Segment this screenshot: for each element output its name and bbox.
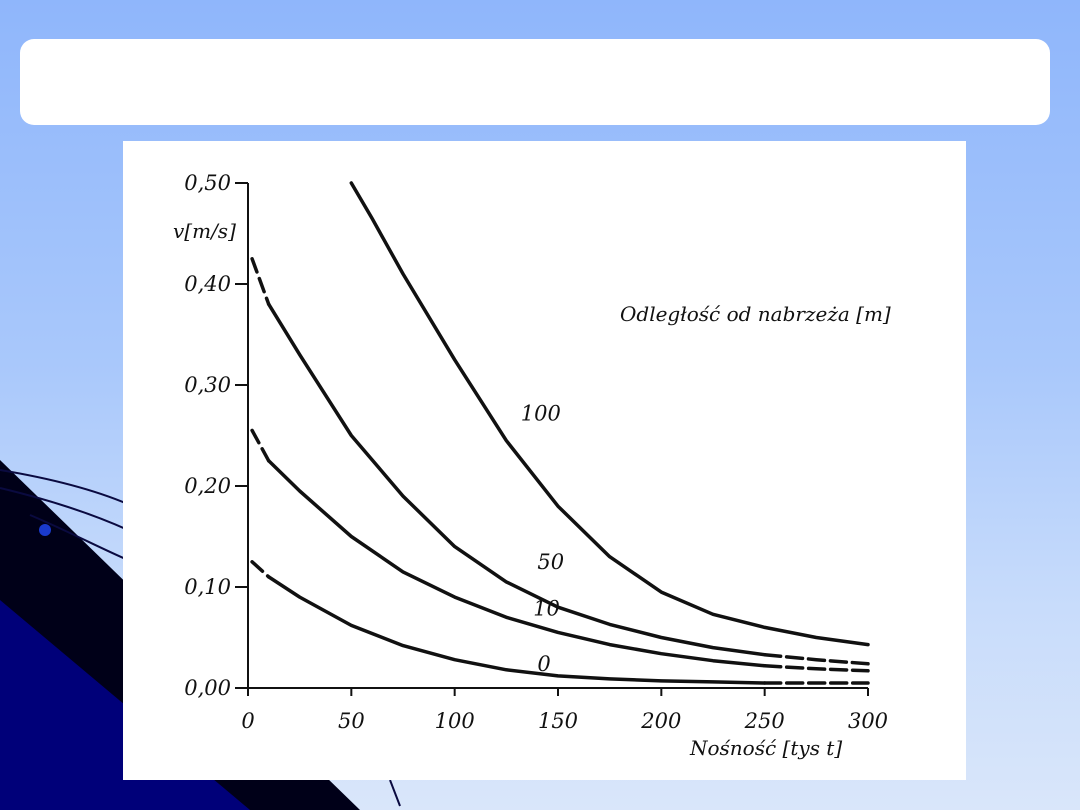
series-line (266, 459, 767, 668)
y-tick-label: 0,40 (184, 272, 231, 296)
x-tick-label: 250 (744, 709, 785, 733)
series-line (266, 302, 767, 657)
x-tick-label: 200 (640, 709, 681, 733)
series-line-dashed (250, 560, 271, 579)
x-tick-label: 0 (241, 709, 254, 733)
series-label: 10 (533, 596, 560, 620)
series-label: 100 (521, 401, 561, 425)
y-tick-label: 0,20 (184, 474, 231, 498)
series-line (266, 575, 767, 685)
deco-swoosh-line (0, 469, 131, 506)
series-line-dashed (250, 428, 271, 463)
y-tick-label: 0,10 (184, 575, 231, 599)
chart: 0 50 100 150 200 250 3000,000,100,200,300,400,… (173, 171, 891, 760)
series-line-dashed (250, 257, 271, 306)
chart-labels: v[m/s] Nośność [tys t] Odległość od nabr… (173, 219, 891, 760)
series-line-dashed (762, 664, 870, 673)
deco-swoosh-line (0, 487, 129, 531)
x-axis-label: Nośność [tys t] (689, 736, 842, 760)
series-line-dashed (762, 652, 870, 666)
legend-title: Odległość od nabrzeża [m] (620, 302, 891, 326)
series-label: 0 (537, 652, 550, 676)
x-tick-label: 50 (338, 709, 365, 733)
deco-swoosh-line (29, 514, 129, 561)
series-line (349, 181, 870, 647)
y-tick-label: 0,50 (184, 171, 231, 195)
axes: 0 50 100 150 200 250 3000,000,100,200,300,400,… (184, 171, 888, 733)
x-tick-label: 100 (435, 709, 475, 733)
deco-dot (39, 524, 51, 536)
x-tick-label: 300 (848, 709, 888, 733)
chart-panel: 0 50 100 150 200 250 300 0,00 0,10 0,20 0,30 0,40 0,… (123, 141, 966, 780)
y-axis-label: v[m/s] (173, 219, 236, 243)
x-tick-label: 150 (538, 709, 578, 733)
y-tick-label: 0,30 (184, 373, 231, 397)
title-box (20, 39, 1050, 125)
deco-swoosh-line (389, 779, 401, 807)
y-tick-label: 0,00 (184, 676, 231, 700)
series-label: 50 (537, 550, 564, 574)
